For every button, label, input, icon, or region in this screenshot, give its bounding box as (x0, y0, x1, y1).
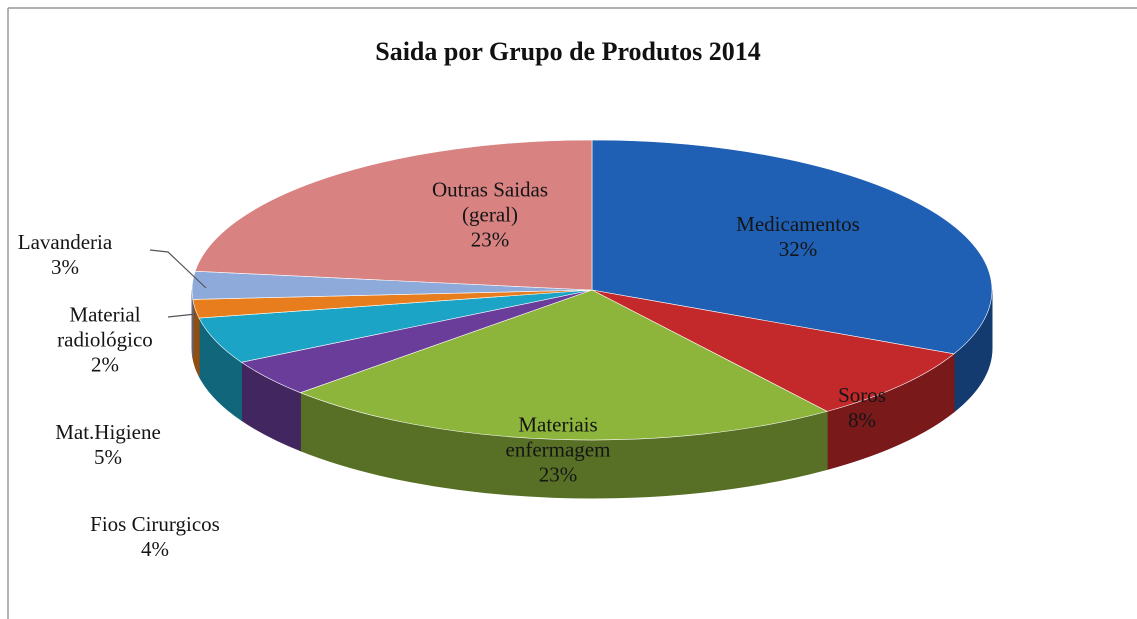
chart-title: Saida por Grupo de Produtos 2014 (375, 37, 761, 66)
pie-slice (591, 139, 993, 355)
category-label: Soros (838, 383, 886, 407)
slice-label: Medicamentos 32% (698, 212, 898, 262)
slice-label: Fios Cirurgicos 4% (55, 512, 255, 562)
category-label: Materiais enfermagem (505, 412, 611, 462)
pie-slice (299, 289, 828, 441)
slice-label: Materiais enfermagem 23% (478, 413, 638, 488)
leader-line (149, 249, 207, 289)
category-label: Outras Saidas (geral) (431, 177, 549, 227)
category-label: Material radiológico (57, 302, 153, 352)
value-label: 5% (94, 445, 122, 469)
slice-label: Material radiológico 2% (40, 303, 170, 378)
value-label: 23% (470, 227, 510, 252)
value-label: 2% (91, 352, 119, 377)
slice-label: Lavanderia 3% (0, 230, 130, 280)
pie-slice (194, 139, 593, 291)
category-label: Lavanderia (17, 230, 113, 254)
slice-label: Outras Saidas (geral) 23% (415, 178, 565, 253)
slice-label: Soros 8% (802, 383, 922, 433)
value-label: 4% (141, 537, 169, 561)
category-label: Mat.Higiene (55, 420, 161, 444)
value-label: 8% (848, 408, 876, 432)
leader-line (167, 313, 197, 318)
category-label: Fios Cirurgicos (90, 512, 220, 536)
value-label: 32% (778, 237, 818, 261)
pie-slice (591, 289, 955, 412)
value-label: 23% (538, 462, 578, 487)
value-label: 3% (51, 255, 79, 279)
slice-label: Mat.Higiene 5% (28, 420, 188, 470)
category-label: Medicamentos (736, 212, 860, 236)
